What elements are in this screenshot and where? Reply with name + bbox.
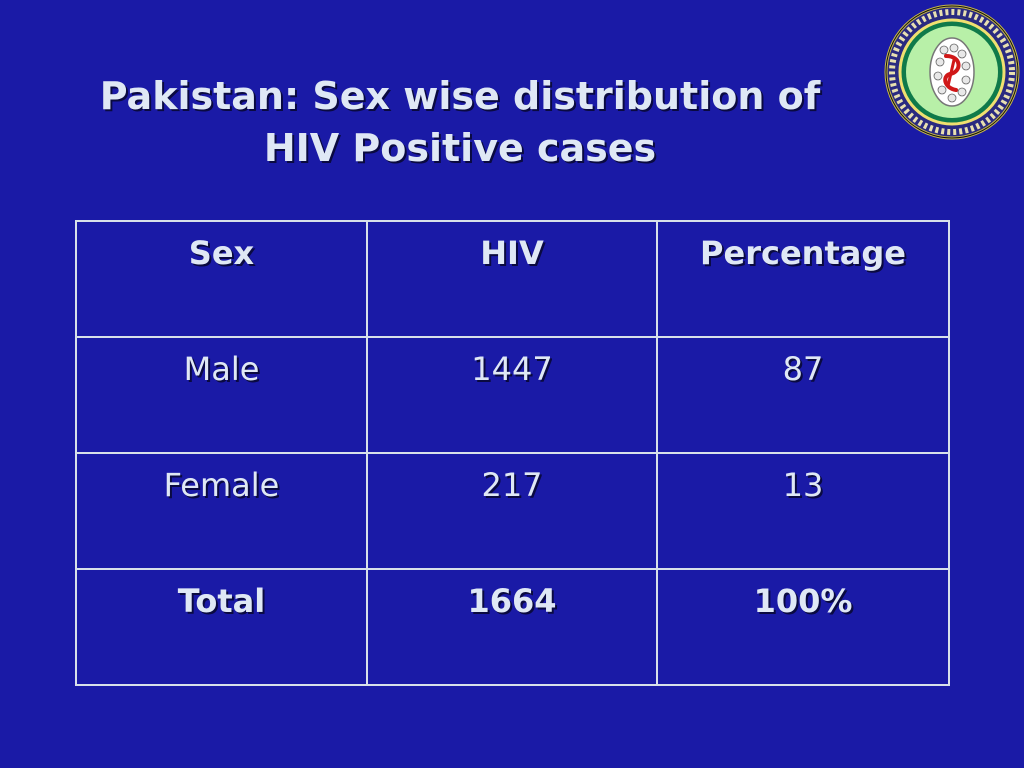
table-total-row: Total 1664 100% (75, 568, 950, 686)
cell-percentage-male: 87 (656, 336, 950, 454)
header-sex: Sex (75, 220, 368, 338)
slide-title: Pakistan: Sex wise distribution of HIV P… (40, 70, 880, 174)
hiv-distribution-table-container: Sex HIV Percentage Male 1447 87 Female 2… (75, 220, 950, 686)
cell-total-hiv: 1664 (366, 568, 658, 686)
table-row: Female 217 13 (75, 452, 950, 570)
title-line-2: HIV Positive cases (263, 126, 657, 170)
seal-graphic (884, 4, 1020, 140)
institute-seal-icon (882, 2, 1022, 142)
cell-sex-female: Female (75, 452, 368, 570)
hiv-distribution-table: Sex HIV Percentage Male 1447 87 Female 2… (75, 220, 950, 686)
table-header-row: Sex HIV Percentage (75, 220, 950, 338)
header-hiv: HIV (366, 220, 658, 338)
cell-sex-male: Male (75, 336, 368, 454)
header-percentage: Percentage (656, 220, 950, 338)
cell-total-label: Total (75, 568, 368, 686)
table-row: Male 1447 87 (75, 336, 950, 454)
cell-total-percentage: 100% (656, 568, 950, 686)
cell-hiv-male: 1447 (366, 336, 658, 454)
title-line-1: Pakistan: Sex wise distribution of (99, 74, 821, 118)
cell-percentage-female: 13 (656, 452, 950, 570)
cell-hiv-female: 217 (366, 452, 658, 570)
